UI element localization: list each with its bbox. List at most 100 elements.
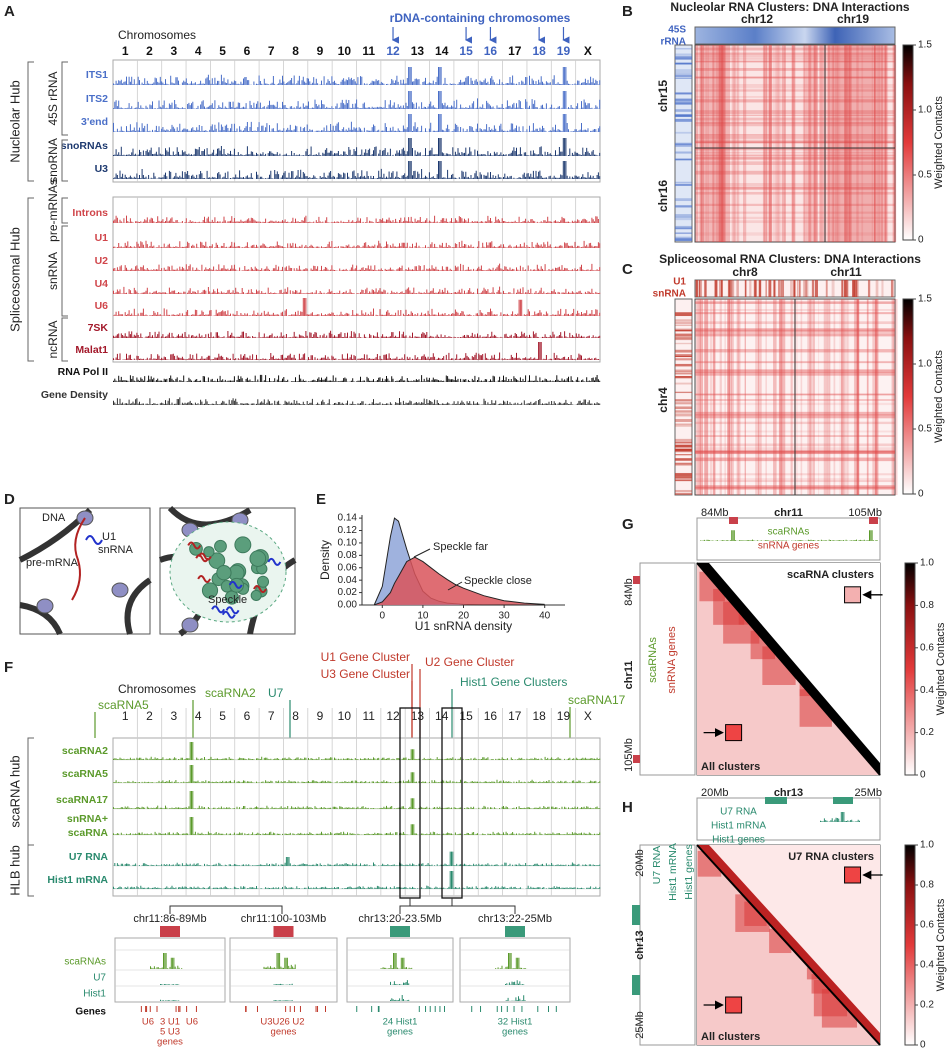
strip-line <box>675 377 692 379</box>
heat-stripe <box>861 45 864 242</box>
strip-line <box>753 280 757 297</box>
row-label: Genes <box>75 1007 106 1018</box>
heat-stripe <box>871 45 874 242</box>
strip-line <box>675 74 692 78</box>
chromosome-label: 13 <box>411 44 425 58</box>
colorbar-label: 0.5 <box>918 424 932 435</box>
heat-stripe <box>781 45 786 242</box>
label: Spliceosomal RNA Clusters: DNA Interacti… <box>659 252 921 266</box>
track-label: scaRNA17 <box>56 794 108 806</box>
heat-stripe <box>695 147 895 151</box>
gene-label: U3U2 <box>260 1017 284 1028</box>
speckle-protein <box>214 539 227 553</box>
strip-line <box>790 280 792 297</box>
heat-stripe <box>777 45 780 242</box>
strip-line <box>675 336 692 340</box>
heat-stripe <box>844 45 847 242</box>
heat-stripe <box>813 45 816 242</box>
strip-line <box>843 280 846 297</box>
heat-stripe <box>757 299 759 495</box>
signal-track <box>113 240 601 248</box>
group-label: pre-mRNAs <box>46 179 60 242</box>
heat-stripe <box>743 45 747 242</box>
strip-line <box>675 462 692 465</box>
track-label: scaRNA <box>68 827 109 839</box>
colorbar-label: 1.0 <box>920 840 934 851</box>
strip-line <box>675 458 692 461</box>
signal-track <box>113 851 601 866</box>
heat-stripe <box>695 157 895 160</box>
schematic-label: DNA <box>42 512 66 524</box>
heat-stripe <box>781 299 786 495</box>
polymerase <box>111 582 129 598</box>
chromosome-label: 17 <box>508 709 522 723</box>
heat-stripe <box>695 110 895 114</box>
speckle-protein <box>201 582 219 599</box>
bracket <box>61 139 68 182</box>
strip-line <box>675 324 692 326</box>
schematic-label: pre-mRNA <box>26 557 79 569</box>
heat-stripe <box>768 45 772 242</box>
heat-stripe <box>722 45 725 242</box>
strip-line <box>782 280 785 297</box>
colorbar-label: 0 <box>920 1040 926 1050</box>
strip-line <box>814 280 818 297</box>
strip-line <box>675 57 692 60</box>
strip-line <box>890 280 894 297</box>
panel-letter: B <box>622 3 633 20</box>
strip-line <box>675 102 692 105</box>
colorbar-label: 1.0 <box>918 105 932 116</box>
heat-stripe <box>695 52 895 55</box>
schematic-label: snRNA <box>98 544 134 556</box>
speckle-protein <box>216 565 232 581</box>
y-tick-label: 0.08 <box>338 550 358 561</box>
heat-stripe <box>695 203 895 207</box>
track-label: scaRNAs <box>768 527 810 538</box>
heat-stripe <box>783 45 786 242</box>
strip-line <box>675 401 692 403</box>
heat-stripe <box>719 45 724 242</box>
strip-line <box>675 226 692 229</box>
heat-stripe <box>728 299 730 495</box>
chromosome-label: 1 <box>122 709 129 723</box>
strip-line <box>675 312 692 316</box>
panel-letter: F <box>4 659 13 676</box>
strip-line <box>675 472 692 475</box>
strip-line <box>797 280 799 297</box>
track-label: Gene Density <box>41 389 108 401</box>
heat-stripe <box>774 45 777 242</box>
heat-stripe <box>729 299 732 495</box>
strip-line <box>675 358 692 361</box>
strip-line <box>799 280 801 297</box>
track-label: U2 <box>95 255 109 267</box>
heat-stripe <box>894 299 898 495</box>
strip-line <box>675 99 692 102</box>
heat-stripe <box>775 45 779 242</box>
heat-stripe <box>721 45 724 242</box>
diagonal-line <box>696 562 881 776</box>
strip-line <box>675 372 692 375</box>
heat-stripe <box>763 45 766 242</box>
chromosome-label: 8 <box>292 44 299 58</box>
track-label: scaRNA5 <box>62 768 108 780</box>
heat-stripe <box>756 299 759 495</box>
heat-stripe <box>772 45 777 242</box>
track-label: 3'end <box>81 116 108 128</box>
signal-track <box>380 953 413 969</box>
strip-line <box>720 280 723 297</box>
strip-line <box>675 369 692 373</box>
strip-line <box>675 441 692 444</box>
heat-stripe <box>695 76 895 78</box>
heat-stripe <box>831 45 834 242</box>
chromosome-label: 10 <box>338 44 352 58</box>
snrna <box>253 585 267 593</box>
heat-stripe <box>713 299 716 495</box>
track-box <box>639 844 696 1046</box>
track-label: Hist1 genes <box>712 835 765 846</box>
track-label: U1 <box>95 232 109 244</box>
strip-line <box>852 280 855 297</box>
heat-stripe <box>736 299 740 495</box>
track-label: snRNA genes <box>758 541 819 552</box>
coordinate-label: 20Mb <box>634 849 646 877</box>
heat-stripe <box>695 83 895 88</box>
